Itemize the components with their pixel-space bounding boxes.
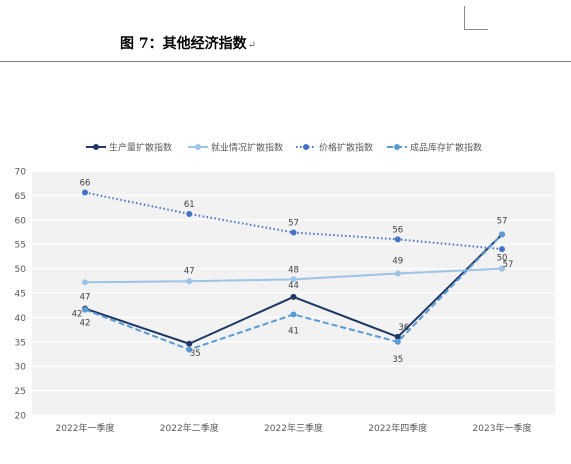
corner-crop-mark-horizontal: [464, 29, 488, 30]
legend-swatch-marker: [303, 144, 309, 150]
data-label: 57: [503, 260, 514, 270]
data-point: [394, 338, 401, 345]
legend-label: 生产量扩散指数: [109, 142, 172, 154]
legend-swatch-marker: [394, 144, 400, 150]
chart-legend: 生产量扩散指数 就业情况扩散指数 价格扩散指数 成品库存扩散指数: [86, 142, 482, 154]
legend-label: 价格扩散指数: [319, 142, 373, 154]
y-tick-label: 60: [15, 216, 27, 226]
legend-item: 价格扩散指数: [296, 142, 373, 154]
figure-caption-text: 图 7：其他经济指数: [120, 36, 247, 52]
data-point: [394, 236, 401, 243]
data-label: 36: [398, 323, 409, 333]
y-tick-label: 40: [15, 314, 27, 324]
data-point: [499, 231, 505, 238]
x-tick-label: 2023年一季度: [473, 422, 532, 434]
y-tick-label: 30: [15, 363, 27, 373]
series-2: [82, 265, 505, 286]
data-point: [394, 333, 401, 340]
legend-item: 生产量扩散指数: [86, 142, 172, 154]
y-tick-label: 25: [15, 387, 26, 397]
data-point: [290, 311, 297, 318]
data-label: 35: [190, 349, 201, 359]
data-label: 42: [72, 310, 83, 320]
data-label: 41: [288, 326, 299, 336]
data-label: 56: [392, 225, 403, 235]
data-point: [186, 278, 193, 285]
legend-item: 成品库存扩散指数: [387, 142, 482, 154]
legend-label: 就业情况扩散指数: [211, 142, 283, 154]
data-label: 48: [288, 265, 299, 275]
data-label: 57: [288, 218, 299, 228]
data-point: [82, 189, 88, 196]
x-tick-label: 2022年三季度: [264, 422, 323, 434]
y-tick-label: 45: [15, 290, 26, 300]
data-label: 47: [80, 292, 91, 302]
data-point: [394, 270, 401, 277]
data-labels: 42 35 44 36 57 47 47 48 49 50 66 61 57 56 57 42 41 35: [72, 178, 514, 364]
data-point: [499, 265, 505, 272]
series-4: [82, 231, 505, 353]
y-tick-label: 20: [15, 412, 27, 422]
data-label: 50: [497, 254, 508, 264]
paragraph-mark: ↵: [247, 40, 257, 51]
data-label: 44: [288, 281, 299, 291]
y-tick-label: 50: [15, 265, 27, 275]
data-point: [290, 276, 297, 283]
y-tick-label: 55: [15, 241, 26, 251]
figure-caption: 图 7：其他经济指数↵: [120, 33, 256, 53]
y-tick-label: 70: [15, 168, 27, 178]
data-label: 61: [184, 200, 195, 210]
data-point: [82, 279, 88, 286]
y-axis-ticks: 20 25 30 35 40 45 50 55 60 65 70: [15, 168, 27, 422]
data-label: 42: [80, 319, 91, 329]
legend-item: 就业情况扩散指数: [188, 142, 283, 154]
x-axis-ticks: 2022年一季度 2022年二季度 2022年三季度 2022年四季度 2023年一季度: [56, 422, 532, 434]
series-lines: [82, 189, 505, 353]
data-point: [290, 293, 297, 300]
data-label: 57: [497, 216, 508, 226]
y-tick-label: 35: [15, 338, 26, 348]
data-label: 49: [392, 256, 403, 266]
data-point: [82, 306, 88, 313]
y-tick-label: 65: [15, 192, 26, 202]
x-tick-label: 2022年一季度: [56, 422, 115, 434]
data-label: 35: [392, 355, 403, 365]
data-label: 66: [80, 178, 91, 188]
data-point: [290, 229, 297, 236]
data-point: [186, 210, 193, 217]
data-point: [186, 346, 193, 353]
x-tick-label: 2022年四季度: [368, 422, 427, 434]
legend-label: 成品库存扩散指数: [410, 142, 482, 154]
legend-swatch-marker: [93, 144, 99, 150]
data-label: 47: [184, 266, 195, 276]
corner-crop-mark-vertical: [464, 6, 465, 30]
data-point: [186, 340, 193, 347]
header-rule: [0, 61, 571, 62]
data-point: [499, 246, 505, 253]
series-3: [82, 189, 505, 253]
legend-swatch-marker: [195, 144, 201, 150]
x-tick-label: 2022年二季度: [160, 422, 219, 434]
